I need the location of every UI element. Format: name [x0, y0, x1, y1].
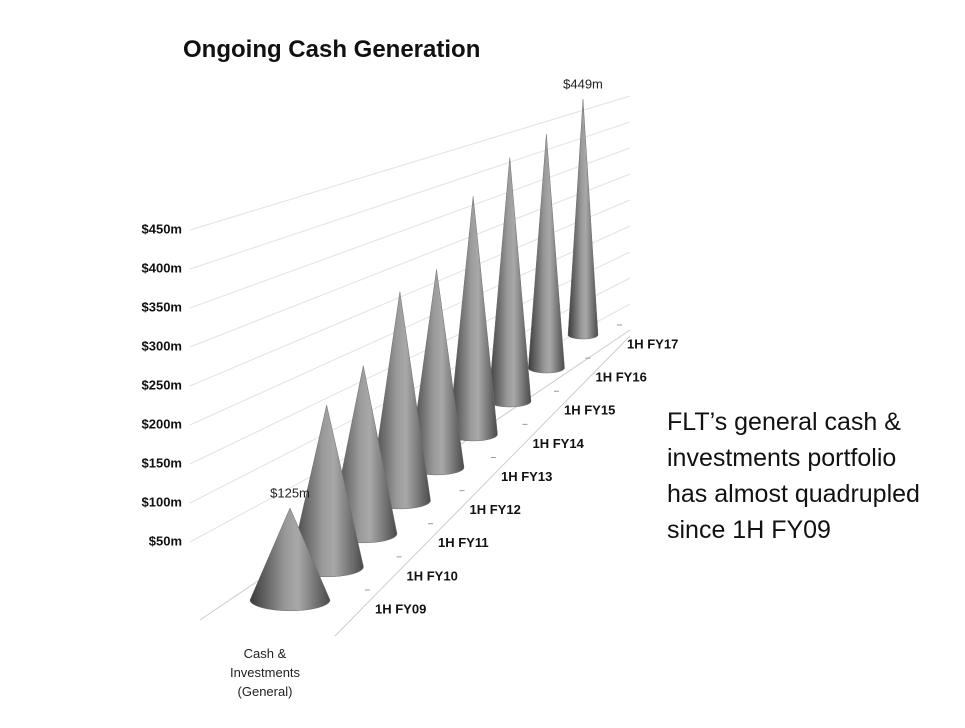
x-tick-label: 1H FY09 [375, 601, 426, 616]
cone-body [249, 507, 331, 612]
x-tick-label: 1H FY15 [564, 403, 615, 418]
annotation-line: investments portfolio [667, 444, 897, 472]
grid-line [189, 95, 631, 231]
x-tick-label: 1H FY11 [438, 535, 489, 550]
y-tick-label: $300m [142, 338, 182, 353]
cone [567, 99, 599, 340]
y-tick-label: $400m [142, 260, 182, 275]
y-tick-label: $150m [142, 455, 182, 470]
annotation-line: since 1H FY09 [667, 516, 831, 544]
annotation: FLT’s general cash & investments portfoli… [667, 404, 920, 548]
x-axis-label-line: Cash & [243, 646, 287, 661]
cone [488, 157, 532, 408]
x-axis-label-line: Investments [229, 665, 301, 680]
x-tick-label: 1H FY17 [627, 336, 678, 351]
grid-line [189, 225, 631, 426]
grid-line [189, 173, 631, 348]
cone-body [567, 99, 599, 340]
y-tick-label: $250m [142, 377, 182, 392]
grid-line [189, 199, 631, 387]
x-tick-label: 1H FY16 [596, 370, 647, 385]
x-tick-label: 1H FY13 [501, 469, 552, 484]
annotation-line: has almost quadrupled [667, 480, 920, 508]
floor-front [334, 335, 631, 637]
grid-line [189, 121, 631, 270]
y-tick-label: $50m [149, 533, 182, 548]
y-tick-label: $350m [142, 299, 182, 314]
x-tick-label: 1H FY10 [407, 568, 458, 583]
cone-body [448, 196, 498, 442]
x-tick-label: 1H FY12 [470, 502, 521, 517]
cone [448, 196, 498, 442]
x-tick-label: 1H FY14 [533, 436, 585, 451]
chart-title: Ongoing Cash Generation [183, 36, 481, 63]
cone-body [488, 157, 532, 408]
y-tick-label: $450m [142, 221, 182, 236]
y-tick-label: $100m [142, 494, 182, 509]
y-tick-label: $200m [142, 416, 182, 431]
value-label: $449m [563, 77, 603, 92]
value-label: $125m [270, 485, 310, 500]
cone [527, 134, 565, 374]
cone-body [527, 134, 565, 374]
x-axis-label: Cash & Investments (General) [205, 644, 325, 701]
annotation-line: FLT’s general cash & [667, 408, 901, 436]
cone [249, 507, 331, 612]
grid-line [189, 147, 631, 309]
x-axis-label-line: (General) [237, 684, 293, 699]
